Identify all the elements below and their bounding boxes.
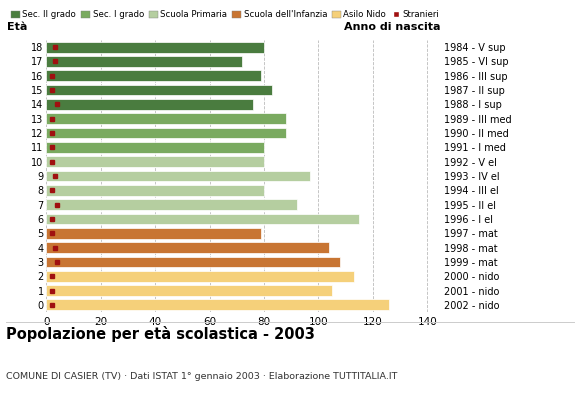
Text: COMUNE DI CASIER (TV) · Dati ISTAT 1° gennaio 2003 · Elaborazione TUTTITALIA.IT: COMUNE DI CASIER (TV) · Dati ISTAT 1° ge…	[6, 372, 397, 381]
Bar	[46, 214, 359, 224]
Bar	[46, 128, 286, 138]
Text: Anno di nascita: Anno di nascita	[345, 22, 441, 32]
Bar	[46, 142, 264, 153]
Legend: Sec. II grado, Sec. I grado, Scuola Primaria, Scuola dell'Infanzia, Asilo Nido, : Sec. II grado, Sec. I grado, Scuola Prim…	[11, 10, 439, 19]
Bar	[46, 300, 389, 310]
Bar	[46, 256, 340, 267]
Bar	[46, 185, 264, 196]
Bar	[46, 285, 332, 296]
Bar	[46, 228, 261, 239]
Bar	[46, 56, 242, 67]
Bar	[46, 171, 310, 181]
Bar	[46, 242, 329, 253]
Bar	[46, 156, 264, 167]
Bar	[46, 113, 286, 124]
Text: Popolazione per età scolastica - 2003: Popolazione per età scolastica - 2003	[6, 326, 315, 342]
Bar	[46, 70, 261, 81]
Bar	[46, 99, 253, 110]
Text: Età: Età	[7, 22, 27, 32]
Bar	[46, 199, 296, 210]
Bar	[46, 271, 354, 282]
Bar	[46, 85, 272, 96]
Bar	[46, 42, 264, 52]
